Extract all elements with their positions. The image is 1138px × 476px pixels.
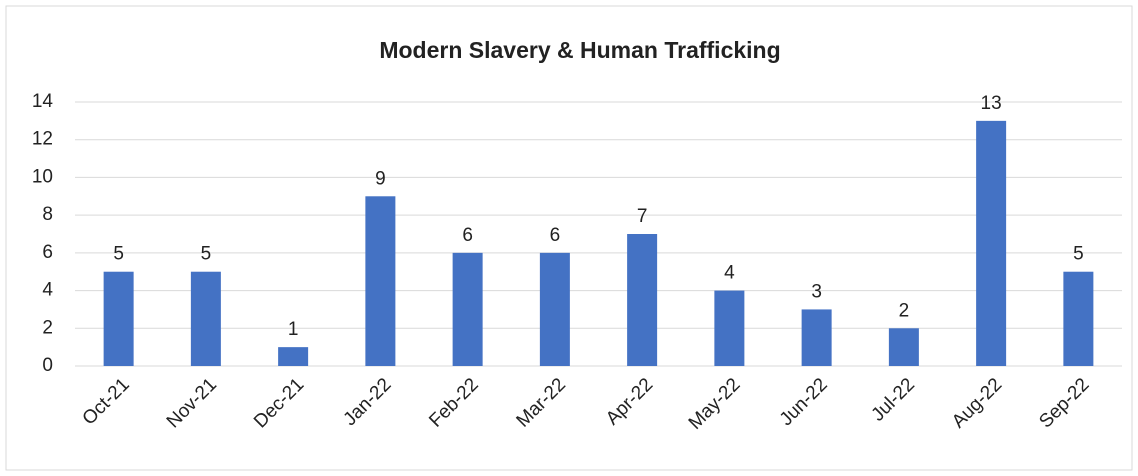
data-label: 7 (637, 206, 648, 227)
y-tick-label: 12 (32, 129, 53, 150)
data-label: 5 (113, 244, 124, 265)
bar (1063, 271, 1094, 366)
y-tick-label: 8 (42, 204, 53, 225)
data-label: 4 (724, 263, 735, 284)
chart-title: Modern Slavery & Human Trafficking (379, 37, 780, 63)
bar (714, 290, 745, 366)
bar (976, 120, 1007, 366)
data-label: 9 (375, 168, 386, 189)
bar (627, 234, 658, 366)
y-tick-label: 14 (32, 91, 54, 112)
data-label: 5 (201, 244, 212, 265)
data-label: 3 (811, 281, 822, 302)
data-label: 5 (1073, 244, 1084, 265)
y-tick-label: 4 (42, 280, 53, 301)
bar (452, 252, 483, 366)
bar (190, 271, 221, 366)
bar (888, 328, 919, 366)
bar (801, 309, 832, 366)
data-label: 13 (981, 93, 1002, 114)
bar (539, 252, 570, 366)
bar (103, 271, 134, 366)
y-tick-label: 10 (32, 166, 53, 187)
bar (365, 196, 396, 366)
data-label: 6 (462, 225, 473, 246)
data-label: 1 (288, 319, 299, 340)
y-tick-label: 0 (42, 355, 53, 376)
chart-border (5, 5, 1133, 471)
bar (278, 347, 309, 366)
data-label: 6 (550, 225, 561, 246)
y-tick-label: 6 (42, 242, 53, 263)
data-label: 2 (899, 300, 910, 321)
y-tick-label: 2 (42, 317, 53, 338)
